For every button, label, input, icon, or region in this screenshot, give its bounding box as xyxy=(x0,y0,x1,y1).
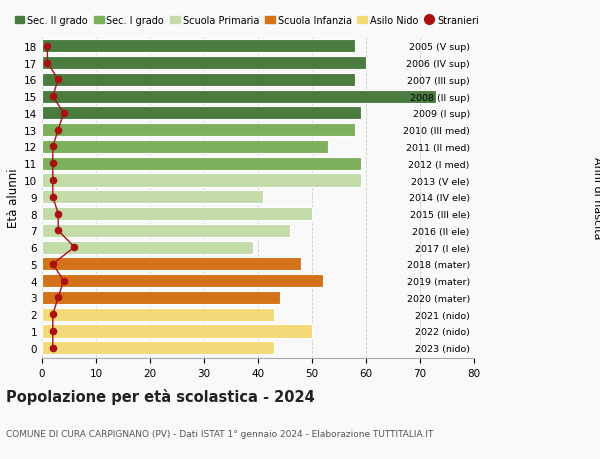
Bar xyxy=(42,274,323,288)
Bar xyxy=(42,308,274,321)
Bar xyxy=(42,291,280,304)
Bar xyxy=(42,241,253,254)
Bar xyxy=(42,341,274,354)
Legend: Sec. II grado, Sec. I grado, Scuola Primaria, Scuola Infanzia, Asilo Nido, Stran: Sec. II grado, Sec. I grado, Scuola Prim… xyxy=(11,12,482,29)
Bar xyxy=(42,140,328,154)
Text: Anni di nascita: Anni di nascita xyxy=(592,156,600,239)
Bar xyxy=(42,224,290,237)
Bar xyxy=(42,40,355,53)
Bar xyxy=(42,207,312,221)
Bar xyxy=(42,74,355,87)
Bar xyxy=(42,124,355,137)
Bar xyxy=(42,174,361,187)
Bar xyxy=(42,90,436,103)
Bar xyxy=(42,325,312,338)
Bar xyxy=(42,107,361,120)
Bar xyxy=(42,157,361,170)
Y-axis label: Età alunni: Età alunni xyxy=(7,168,20,227)
Text: Popolazione per età scolastica - 2024: Popolazione per età scolastica - 2024 xyxy=(6,388,315,404)
Bar xyxy=(42,191,263,204)
Text: COMUNE DI CURA CARPIGNANO (PV) - Dati ISTAT 1° gennaio 2024 - Elaborazione TUTTI: COMUNE DI CURA CARPIGNANO (PV) - Dati IS… xyxy=(6,429,433,438)
Bar xyxy=(42,57,366,70)
Bar xyxy=(42,258,301,271)
